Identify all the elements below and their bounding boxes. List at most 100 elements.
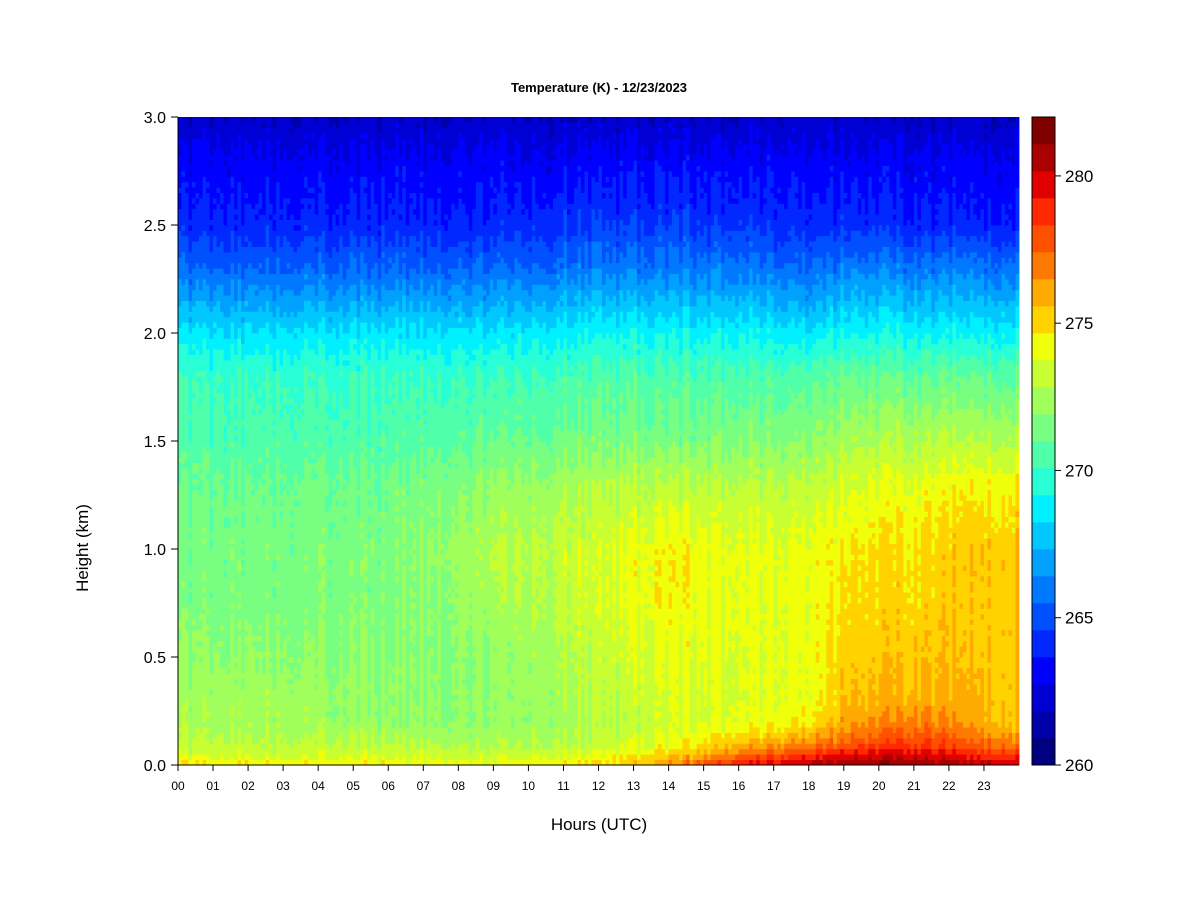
heatmap-cell [248,446,252,452]
heatmap-cell [206,171,210,177]
heatmap-cell [308,441,312,447]
heatmap-cell [185,608,189,614]
heatmap-cell [227,684,231,690]
heatmap-cell [262,641,266,647]
heatmap-cell [255,673,259,679]
heatmap-cell [255,517,259,523]
heatmap-cell [224,484,228,490]
heatmap-cell [287,274,291,280]
heatmap-cell [248,625,252,631]
heatmap-cell [245,279,249,285]
heatmap-cell [245,133,249,139]
heatmap-cell [318,220,322,226]
heatmap-cell [241,587,245,593]
heatmap-cell [203,490,207,496]
heatmap-cell [308,225,312,231]
heatmap-cell [185,581,189,587]
heatmap-cell [182,571,186,577]
heatmap-cell [245,446,249,452]
heatmap-cell [315,371,319,377]
heatmap-cell [248,754,252,760]
heatmap-cell [318,176,322,182]
heatmap-cell [252,144,256,150]
heatmap-cell [283,230,287,236]
heatmap-cell [273,576,277,582]
heatmap-cell [273,220,277,226]
heatmap-cell [178,301,182,307]
heatmap-cell [241,225,245,231]
heatmap-cell [217,436,221,442]
heatmap-cell [234,284,238,290]
heatmap-cell [301,230,305,236]
heatmap-cell [192,203,196,209]
heatmap-cell [315,257,319,263]
heatmap-cell [304,430,308,436]
heatmap-cell [238,176,242,182]
heatmap-cell [224,684,228,690]
heatmap-cell [280,457,284,463]
heatmap-cell [308,203,312,209]
heatmap-cell [203,592,207,598]
heatmap-cell [192,500,196,506]
heatmap-cell [311,603,315,609]
heatmap-cell [227,382,231,388]
heatmap-cell [273,392,277,398]
heatmap-cell [255,581,259,587]
heatmap-cell [210,317,214,323]
heatmap-cell [231,571,235,577]
heatmap-cell [234,614,238,620]
heatmap-cell [227,290,231,296]
heatmap-cell [227,117,231,123]
heatmap-cell [213,722,217,728]
heatmap-cell [269,160,273,166]
heatmap-cell [315,711,319,717]
heatmap-cell [224,230,228,236]
heatmap-cell [294,565,298,571]
heatmap-cell [266,263,270,269]
heatmap-cell [182,225,186,231]
heatmap-cell [294,754,298,760]
heatmap-cell [210,490,214,496]
heatmap-cell [290,322,294,328]
heatmap-cell [297,592,301,598]
heatmap-cell [248,463,252,469]
heatmap-cell [304,155,308,161]
heatmap-cell [178,284,182,290]
heatmap-cell [262,522,266,528]
heatmap-cell [262,382,266,388]
heatmap-cell [213,290,217,296]
heatmap-cell [203,565,207,571]
heatmap-cell [315,576,319,582]
heatmap-cell [224,225,228,231]
heatmap-cell [224,679,228,685]
heatmap-cell [220,344,224,350]
heatmap-cell [217,511,221,517]
heatmap-cell [283,446,287,452]
heatmap-cell [280,193,284,199]
heatmap-cell [301,176,305,182]
heatmap-cell [311,662,315,668]
heatmap-cell [210,133,214,139]
heatmap-cell [259,387,263,393]
heatmap-cell [283,452,287,458]
heatmap-cell [234,695,238,701]
heatmap-cell [297,414,301,420]
heatmap-cell [283,371,287,377]
heatmap-cell [220,608,224,614]
heatmap-cell [231,706,235,712]
heatmap-cell [199,436,203,442]
heatmap-cell [301,662,305,668]
heatmap-cell [262,587,266,593]
heatmap-cell [213,214,217,220]
heatmap-cell [315,608,319,614]
heatmap-cell [199,128,203,134]
heatmap-cell [273,252,277,258]
heatmap-cell [259,403,263,409]
heatmap-cell [315,166,319,172]
heatmap-cell [185,506,189,512]
heatmap-cell [192,322,196,328]
heatmap-cell [276,679,280,685]
heatmap-cell [203,198,207,204]
heatmap-cell [199,495,203,501]
